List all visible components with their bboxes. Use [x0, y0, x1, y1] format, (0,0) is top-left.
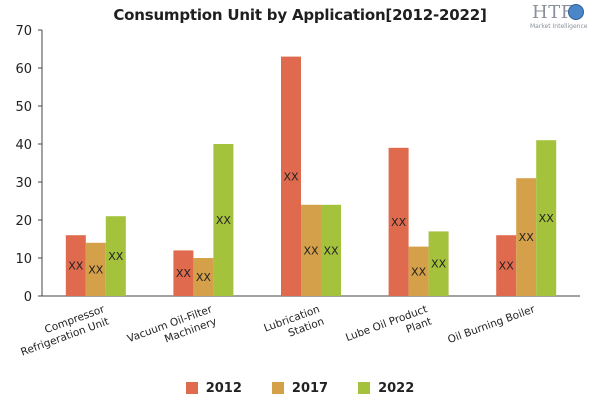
- bar-2017-4: [516, 178, 537, 296]
- y-tick-label: 20: [15, 214, 32, 229]
- data-label: XX: [283, 170, 299, 183]
- legend-swatch: [271, 382, 284, 394]
- bar-2012-0: [65, 235, 86, 296]
- data-label: XX: [499, 260, 515, 273]
- chart-bars: [65, 56, 557, 296]
- bar-2012-4: [496, 235, 517, 296]
- data-label: XX: [303, 244, 319, 257]
- bar-2022-4: [536, 140, 557, 296]
- bar-2022-3: [428, 231, 449, 296]
- x-category-label: Oil Burning Boiler: [446, 303, 537, 346]
- bar-2017-1: [193, 258, 214, 296]
- bar-2017-3: [408, 246, 429, 296]
- data-label: XX: [539, 212, 555, 225]
- y-tick-label: 10: [15, 252, 32, 267]
- data-label: XX: [88, 263, 104, 276]
- y-tick-label: 70: [15, 24, 32, 39]
- legend-label: 2022: [378, 380, 415, 396]
- data-label: XX: [68, 260, 84, 273]
- bar-2022-1: [213, 144, 234, 296]
- data-label: XX: [176, 267, 192, 280]
- chart-title: Consumption Unit by Application[2012-202…: [113, 6, 487, 24]
- bar-2017-0: [85, 242, 106, 296]
- htf-logo: HTF Market Intelligence: [528, 2, 592, 32]
- y-tick-label: 30: [15, 176, 32, 191]
- bar-2012-2: [281, 56, 301, 296]
- data-label: XX: [108, 250, 124, 263]
- y-tick-label: 60: [15, 62, 32, 77]
- bar-2012-3: [388, 147, 409, 296]
- data-label: XX: [323, 244, 339, 257]
- data-label: XX: [431, 258, 447, 271]
- legend-item-2017: 2017: [271, 378, 329, 398]
- logo-tagline: Market Intelligence: [530, 23, 588, 30]
- legend-swatch: [185, 382, 198, 394]
- legend-swatch: [358, 382, 371, 394]
- bar-2017-2: [301, 204, 321, 296]
- data-label: XX: [216, 214, 232, 227]
- y-tick-label: 0: [24, 290, 32, 305]
- bar-2022-0: [105, 216, 126, 296]
- x-category-label-line: Oil Burning Boiler: [446, 303, 537, 346]
- legend-label: 2017: [291, 380, 329, 396]
- chart-data-labels: XX XX XX XX XX XX XX XX XX XX XX XX XX XX XX: [68, 170, 554, 284]
- legend-item-2022: 2022: [358, 378, 414, 398]
- data-label: XX: [196, 271, 212, 284]
- bar-2022-2: [321, 204, 341, 296]
- y-tick-label: 40: [15, 138, 32, 153]
- legend-item-2012: 2012: [185, 378, 242, 398]
- chart-legend: 2012 2017 2022: [0, 378, 600, 398]
- data-label: XX: [411, 265, 427, 278]
- logo-brand: HTF: [532, 2, 574, 23]
- data-label: XX: [519, 231, 535, 244]
- globe-icon: [568, 4, 584, 20]
- bar-2012-1: [173, 250, 194, 296]
- data-label: XX: [391, 216, 407, 229]
- legend-label: 2012: [205, 380, 242, 396]
- y-tick-label: 50: [15, 100, 32, 115]
